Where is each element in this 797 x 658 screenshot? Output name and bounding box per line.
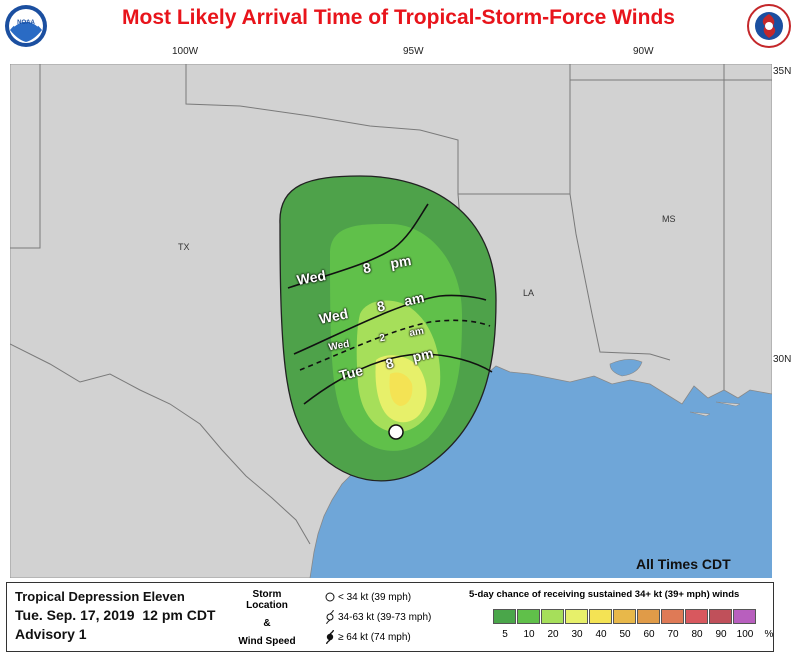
isochrone-hour-wed-2am: 2	[378, 332, 387, 345]
scale-label: 40	[595, 629, 607, 640]
legend-panel: Tropical Depression Eleven Tue. Sep. 17,…	[6, 582, 774, 652]
key-item-weak: < 34 kt (39 mph)	[325, 587, 431, 607]
nws-logo	[747, 4, 791, 48]
scale-label: 5	[502, 629, 508, 640]
tropical-storm-icon	[326, 610, 334, 624]
storm-date: Tue. Sep. 17, 2019 12 pm CDT	[15, 607, 216, 623]
scale-label: 70	[667, 629, 679, 640]
isochrone-wed-8pm	[287, 203, 429, 289]
isochrone-hour-wed-8am: 8	[375, 297, 387, 315]
key-heading-wind: Wind Speed	[238, 636, 296, 647]
scale-swatch	[493, 609, 516, 624]
times-note: All Times CDT	[636, 556, 731, 572]
svg-text:NOAA: NOAA	[17, 20, 35, 26]
storm-key-heading: Storm Location & Wind Speed	[235, 589, 299, 654]
longitude-label-90w: 90W	[633, 46, 654, 57]
key-label-hurricane: ≥ 64 kt (74 mph)	[338, 631, 411, 643]
scale-swatch	[541, 609, 564, 624]
noaa-logo: NOAA	[5, 5, 47, 47]
wind-probability-swath	[279, 175, 497, 482]
key-label-weak: < 34 kt (39 mph)	[338, 591, 412, 603]
isochrone-hour-wed-8pm: 8	[361, 259, 373, 277]
isochrone-hour-tue-8pm: 8	[383, 354, 396, 372]
scale-label: 20	[547, 629, 559, 640]
storm-name: Tropical Depression Eleven	[15, 589, 185, 604]
scale-label: 30	[571, 629, 583, 640]
scale-swatch	[613, 609, 636, 624]
probability-title: 5-day chance of receiving sustained 34+ …	[469, 589, 740, 600]
scale-swatch	[565, 609, 588, 624]
scale-label: 90	[715, 629, 727, 640]
state-label-ms: MS	[662, 214, 676, 224]
scale-label: %	[764, 629, 774, 640]
isochrone-tue-8pm	[303, 353, 493, 405]
storm-key-items: < 34 kt (39 mph) 34-63 kt (39-73 mph) ≥ …	[325, 587, 431, 647]
latitude-label-30n: 30N	[773, 354, 792, 365]
key-heading-and: &	[263, 618, 271, 629]
scale-swatch	[589, 609, 612, 624]
hurricane-icon	[326, 630, 334, 644]
isochrone-lines	[287, 203, 493, 405]
scale-label: 60	[643, 629, 655, 640]
map-title: Most Likely Arrival Time of Tropical-Sto…	[122, 6, 675, 29]
scale-label: 50	[619, 629, 631, 640]
state-label-la: LA	[523, 288, 535, 298]
isochrone-wed-2am	[299, 319, 491, 371]
key-item-tropical-storm: 34-63 kt (39-73 mph)	[325, 607, 431, 627]
open-circle-icon	[325, 592, 335, 602]
scale-swatch	[661, 609, 684, 624]
key-label-tropical-storm: 34-63 kt (39-73 mph)	[338, 611, 432, 623]
scale-swatch	[733, 609, 756, 624]
key-item-hurricane: ≥ 64 kt (74 mph)	[325, 627, 431, 647]
scale-swatch	[685, 609, 708, 624]
storm-advisory: Advisory 1	[15, 626, 87, 642]
storm-location-marker	[388, 424, 404, 440]
scale-label: 80	[691, 629, 703, 640]
key-heading-location: Storm Location	[246, 589, 288, 611]
scale-swatch	[517, 609, 540, 624]
latitude-label-35n: 35N	[773, 66, 792, 77]
map-area	[10, 64, 772, 578]
scale-swatch	[709, 609, 732, 624]
longitude-label-95w: 95W	[403, 46, 424, 57]
state-label-tx: TX	[178, 242, 190, 252]
probability-scale-labels: 5 10 20 30 40 50 60 70 80 90 100%	[493, 629, 781, 640]
isochrone-wed-8am	[293, 294, 487, 355]
lake-pontchartrain	[609, 359, 643, 377]
longitude-label-100w: 100W	[172, 46, 199, 57]
scale-swatch	[637, 609, 660, 624]
scale-label: 10	[523, 629, 535, 640]
swath-40	[389, 372, 413, 406]
scale-label: 100	[736, 629, 754, 640]
barrier-islands	[689, 401, 741, 417]
storm-info: Tropical Depression Eleven Tue. Sep. 17,…	[15, 587, 215, 642]
probability-scale	[493, 609, 757, 624]
